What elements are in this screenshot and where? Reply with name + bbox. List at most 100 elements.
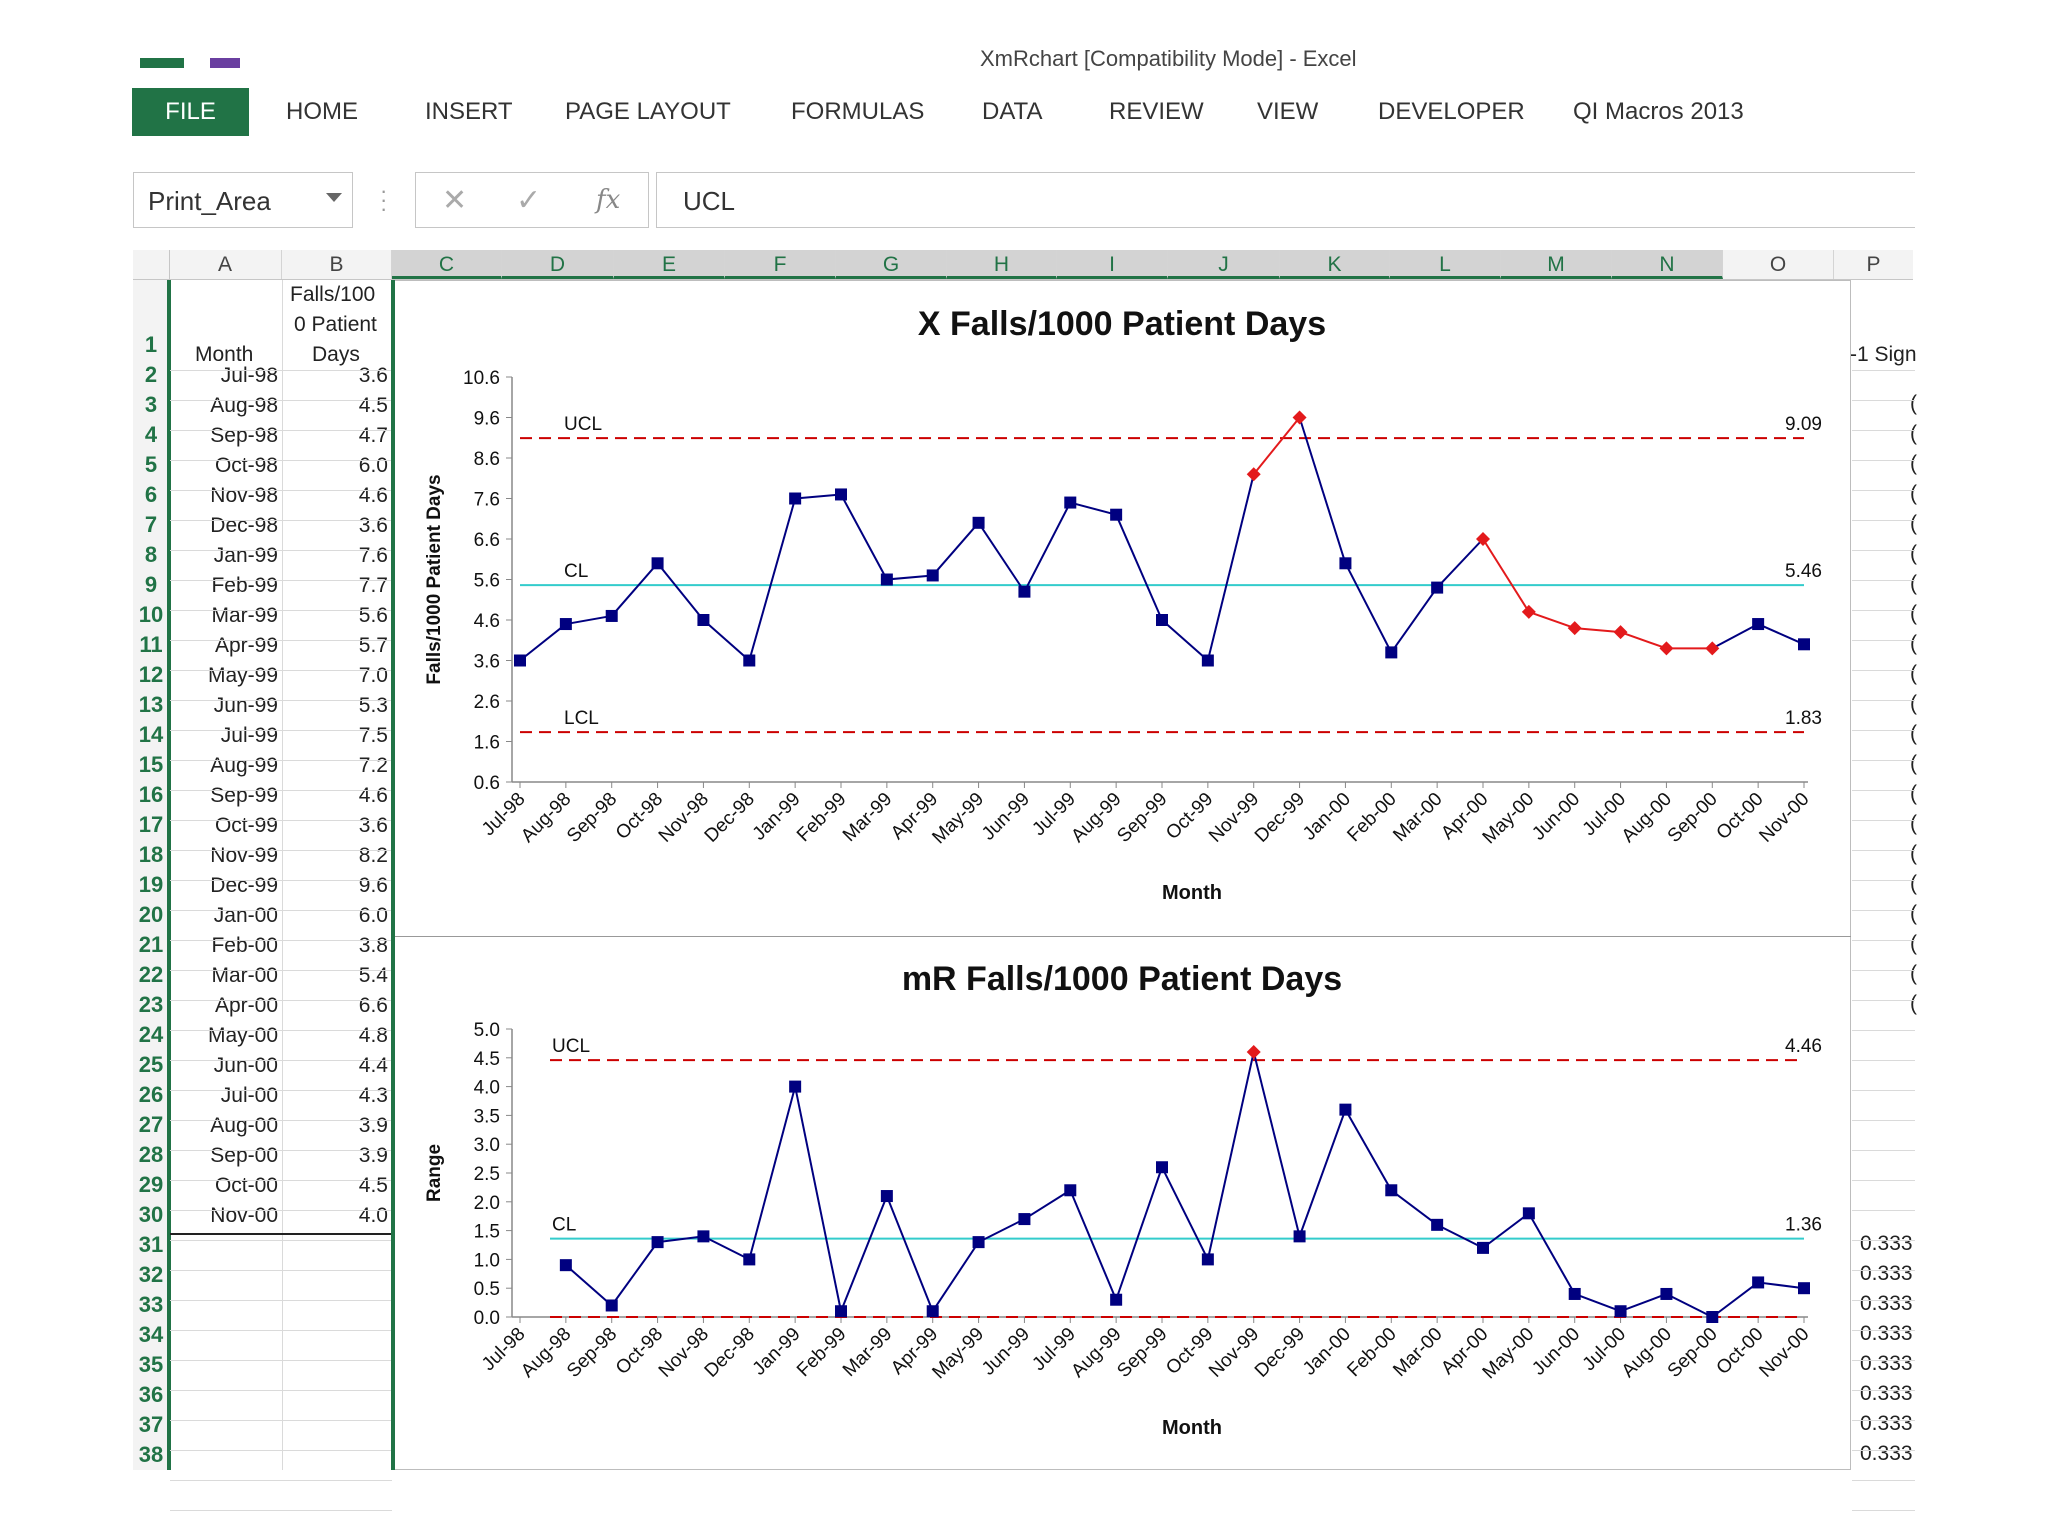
cell-p[interactable]: ( [1910,602,1917,625]
row-header-37[interactable]: 37 [138,1412,164,1437]
row-header-38[interactable]: 38 [138,1442,164,1467]
cell-p[interactable]: ( [1910,932,1917,955]
cell-month[interactable]: Mar-99 [211,604,278,627]
cell-month[interactable]: Jul-00 [220,1084,278,1107]
row-header-15[interactable]: 15 [138,752,164,777]
row-header-23[interactable]: 23 [138,992,164,1017]
row-header-5[interactable]: 5 [144,452,158,477]
row-header-8[interactable]: 8 [144,542,158,567]
column-header-k[interactable]: K [1280,250,1390,279]
column-header-n[interactable]: N [1612,250,1723,279]
cell-value[interactable]: 3.6 [358,814,388,837]
sheet-grid[interactable]: Month Falls/100 0 Patient Days -1 Sign J… [170,280,1917,1511]
cell-month[interactable]: Nov-99 [210,844,278,867]
cell-value[interactable]: 4.6 [358,484,388,507]
cell-p[interactable]: ( [1910,902,1917,925]
column-header-m[interactable]: M [1501,250,1612,279]
row-header-16[interactable]: 16 [138,782,164,807]
row-header-11[interactable]: 11 [139,632,163,657]
name-box[interactable]: Print_Area [133,172,353,228]
row-header-22[interactable]: 22 [138,962,164,987]
header-falls-line1[interactable]: Falls/100 [290,283,376,306]
column-header-h[interactable]: H [947,250,1057,279]
cell-value[interactable]: 4.7 [358,424,388,447]
row-header-36[interactable]: 36 [138,1382,164,1407]
cell-value[interactable]: 3.9 [358,1114,388,1137]
row-header-34[interactable]: 34 [138,1322,164,1347]
header-falls-line2[interactable]: 0 Patient [294,313,377,336]
row-header-6[interactable]: 6 [144,482,158,507]
row-header-2[interactable]: 2 [144,362,158,387]
cell-p-value[interactable]: 0.333 [1860,1232,1913,1255]
row-header-12[interactable]: 12 [138,662,164,687]
row-header-17[interactable]: 17 [138,812,164,837]
select-all-corner[interactable] [133,250,170,279]
cell-p-value[interactable]: 0.333 [1860,1322,1913,1345]
cell-p[interactable]: ( [1910,392,1917,415]
cell-value[interactable]: 4.5 [358,1174,388,1197]
cell-month[interactable]: Jun-99 [213,694,278,717]
row-header-14[interactable]: 14 [138,722,164,747]
row-header-3[interactable]: 3 [144,392,158,417]
cell-value[interactable]: 5.3 [358,694,388,717]
column-header-i[interactable]: I [1057,250,1168,279]
cell-month[interactable]: Aug-98 [210,394,278,417]
column-header-g[interactable]: G [836,250,947,279]
cell-p-value[interactable]: 0.333 [1860,1262,1913,1285]
cell-p[interactable]: ( [1910,482,1917,505]
enter-icon[interactable]: ✓ [516,184,542,217]
cell-p[interactable]: ( [1910,632,1917,655]
tab-developer[interactable]: DEVELOPER [1378,98,1525,125]
header-p[interactable]: -1 Sign [1850,343,1917,366]
cell-p-value[interactable]: 0.333 [1860,1412,1913,1435]
cell-value[interactable]: 3.8 [358,934,388,957]
cell-p[interactable]: ( [1910,962,1917,985]
cell-value[interactable]: 4.3 [358,1084,388,1107]
cell-month[interactable]: Sep-98 [210,424,278,447]
row-header-7[interactable]: 7 [144,512,158,537]
cell-month[interactable]: Sep-00 [210,1144,278,1167]
column-header-d[interactable]: D [502,250,614,279]
cell-p[interactable]: ( [1910,662,1917,685]
cell-value[interactable]: 5.7 [358,634,388,657]
cell-value[interactable]: 7.2 [358,754,388,777]
cell-value[interactable]: 9.6 [358,874,388,897]
cell-month[interactable]: Oct-99 [214,814,278,837]
row-header-18[interactable]: 18 [138,842,164,867]
column-header-p[interactable]: P [1866,253,1881,276]
cell-month[interactable]: Nov-00 [210,1204,278,1227]
row-header-33[interactable]: 33 [138,1292,164,1317]
cell-month[interactable]: May-99 [207,664,278,687]
column-header-c[interactable]: C [392,250,502,279]
column-header-e[interactable]: E [614,250,725,279]
row-header-25[interactable]: 25 [138,1052,164,1077]
cell-p[interactable]: ( [1910,752,1917,775]
row-header-35[interactable]: 35 [138,1352,164,1377]
cell-month[interactable]: Aug-00 [210,1114,278,1137]
cell-month[interactable]: Jul-98 [220,364,278,387]
cell-p-value[interactable]: 0.333 [1860,1382,1913,1405]
row-header-30[interactable]: 30 [138,1202,164,1227]
cell-value[interactable]: 3.6 [358,514,388,537]
cell-p[interactable]: ( [1910,452,1917,475]
row-header-19[interactable]: 19 [138,872,164,897]
cell-month[interactable]: Sep-99 [210,784,278,807]
cell-value[interactable]: 7.7 [358,574,388,597]
cell-p-value[interactable]: 0.333 [1860,1352,1913,1375]
row-header-10[interactable]: 10 [138,602,164,627]
row-header-4[interactable]: 4 [144,422,158,447]
cell-p-value[interactable]: 0.333 [1860,1442,1913,1465]
cell-value[interactable]: 5.4 [358,964,388,987]
cell-value[interactable]: 4.4 [358,1054,388,1077]
cell-month[interactable]: Feb-00 [211,934,278,957]
cell-month[interactable]: Jul-99 [220,724,278,747]
row-header-24[interactable]: 24 [138,1022,164,1047]
cell-month[interactable]: Aug-99 [210,754,278,777]
chart-area[interactable] [393,280,1851,1470]
column-header-a[interactable]: A [169,250,282,279]
cell-month[interactable]: Jun-00 [213,1054,278,1077]
column-header-j[interactable]: J [1168,250,1280,279]
cell-value[interactable]: 7.6 [358,544,388,567]
cell-value[interactable]: 4.5 [358,394,388,417]
tab-file[interactable]: FILE [132,88,249,136]
